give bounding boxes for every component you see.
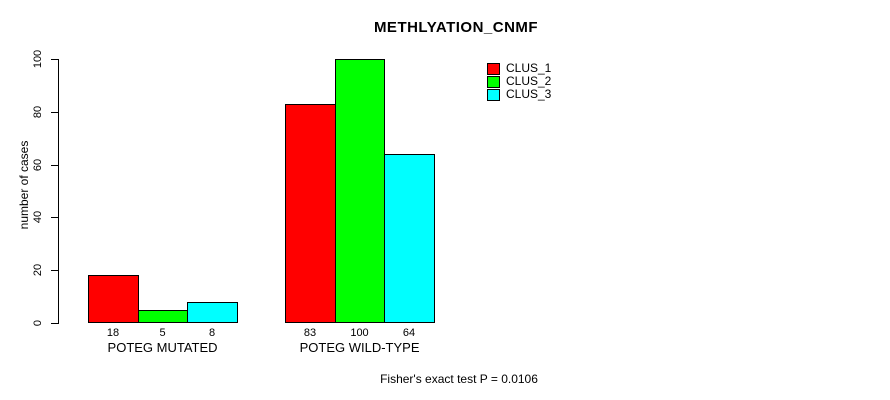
- legend-label: CLUS_3: [506, 87, 552, 101]
- bar-value-label: 83: [303, 327, 317, 339]
- legend-swatch-clus_3: [487, 88, 500, 101]
- bar-clus_3-group2: [384, 154, 435, 323]
- y-tick-label: 20: [32, 263, 44, 277]
- bar-value-label: 5: [159, 327, 166, 339]
- legend-item: CLUS_1: [487, 62, 551, 75]
- y-axis-label: number of cases: [17, 140, 31, 230]
- y-tick-label: 60: [32, 158, 44, 172]
- x-axis-category-label: POTEG MUTATED: [107, 340, 218, 355]
- y-tick: [51, 165, 58, 166]
- y-axis-line: [58, 59, 59, 324]
- bar-value-label: 18: [106, 327, 120, 339]
- y-tick-label: 80: [32, 105, 44, 119]
- legend-swatch-clus_2: [487, 75, 500, 88]
- y-tick-label: 0: [32, 319, 44, 327]
- bar-value-label: 64: [402, 327, 416, 339]
- bar-clus_1-group1: [88, 275, 139, 323]
- bar-clus_3-group1: [187, 302, 238, 323]
- legend: CLUS_1 CLUS_2 CLUS_3: [487, 62, 551, 101]
- bar-clus_2-group1: [138, 310, 188, 323]
- y-tick: [51, 217, 58, 218]
- bar-clus_1-group2: [285, 104, 336, 323]
- legend-label: CLUS_2: [506, 74, 552, 88]
- y-tick: [51, 112, 58, 113]
- y-tick: [51, 323, 58, 324]
- y-tick: [51, 270, 58, 271]
- y-tick: [51, 59, 58, 60]
- chart-title: METHLYATION_CNMF: [373, 19, 539, 36]
- bar-value-label: 100: [350, 327, 369, 339]
- x-axis-category-label: POTEG WILD-TYPE: [299, 340, 420, 355]
- bar-value-label: 8: [208, 327, 216, 339]
- annotation-text: Fisher's exact test P = 0.0106: [380, 372, 538, 386]
- legend-item: CLUS_3: [487, 88, 551, 101]
- y-tick-label: 100: [32, 49, 44, 69]
- legend-label: CLUS_1: [506, 61, 552, 75]
- legend-swatch-clus_1: [487, 62, 500, 75]
- bar-clus_2-group2: [335, 59, 385, 323]
- y-tick-label: 40: [32, 210, 44, 224]
- legend-item: CLUS_2: [487, 75, 551, 88]
